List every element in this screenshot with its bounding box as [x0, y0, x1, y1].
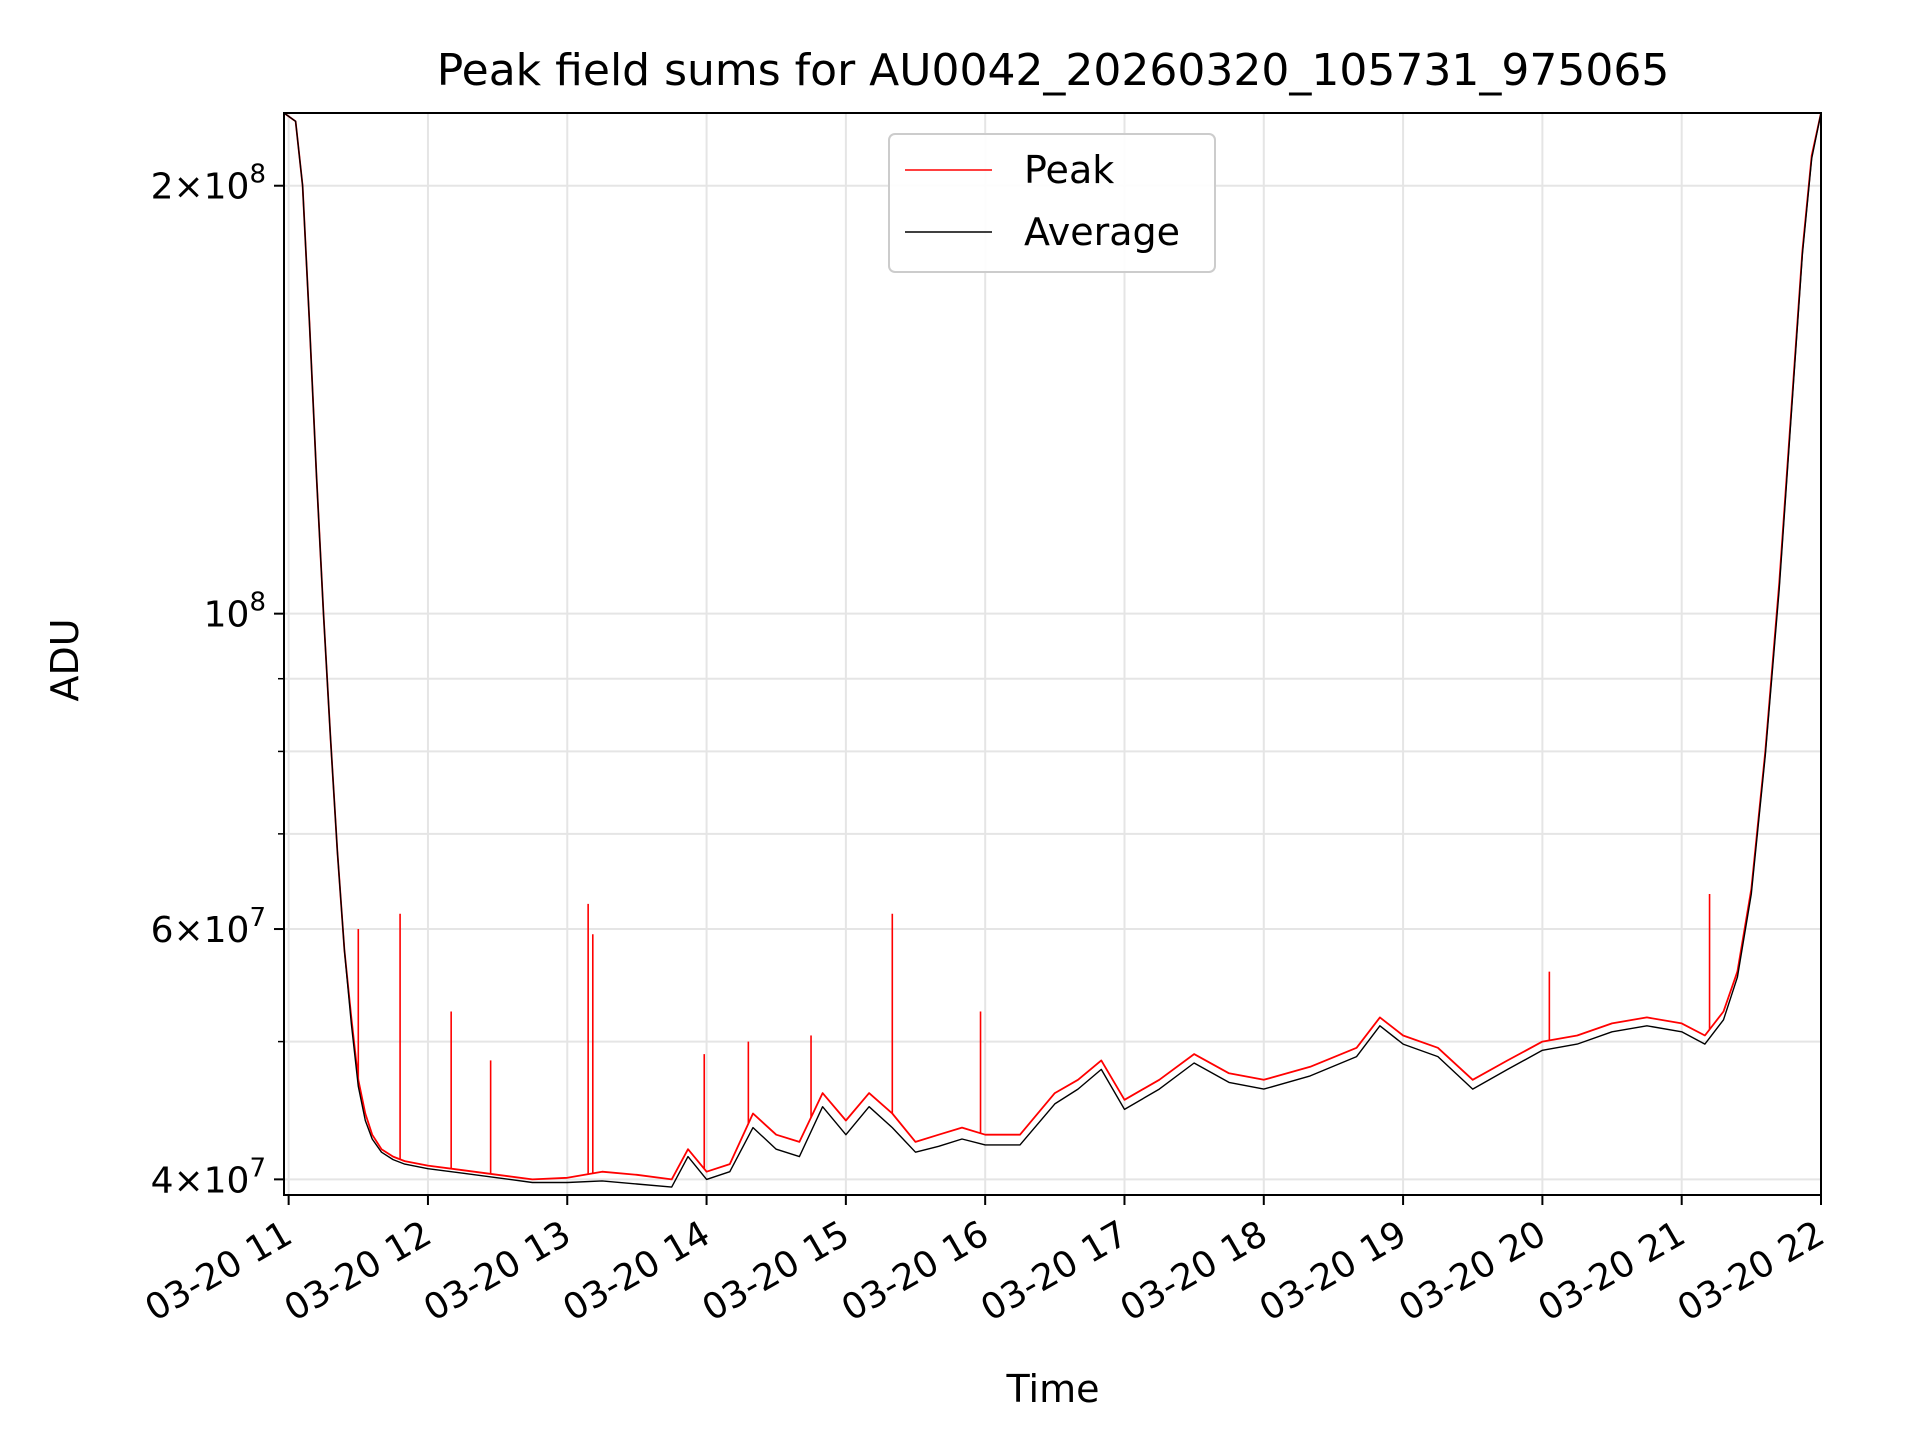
- y-tick-label: 2×108: [151, 160, 266, 208]
- x-axis-label: Time: [1006, 1367, 1100, 1411]
- y-tick-label: 4×107: [151, 1153, 266, 1201]
- series-layer: [284, 113, 1821, 1188]
- chart-title: Peak field sums for AU0042_20260320_1057…: [437, 45, 1670, 96]
- plot-frame: [283, 112, 1822, 1196]
- legend-label-peak: Peak: [1024, 148, 1114, 192]
- y-axis-label: ADU: [43, 618, 87, 701]
- legend-label-average: Average: [1024, 210, 1180, 254]
- series-line-average: [284, 113, 1821, 1188]
- series-line-peak: [284, 113, 1821, 1181]
- series-average: [284, 113, 1821, 1188]
- legend-box: [888, 133, 1216, 273]
- y-tick-label: 108: [204, 588, 266, 636]
- y-ticks: 4×107 6×107 108 2×108: [151, 160, 284, 1201]
- y-tick-label: 6×107: [151, 903, 266, 951]
- legend: Peak Average: [888, 133, 1216, 273]
- grid: [284, 113, 1822, 1195]
- series-peak: [284, 113, 1821, 1181]
